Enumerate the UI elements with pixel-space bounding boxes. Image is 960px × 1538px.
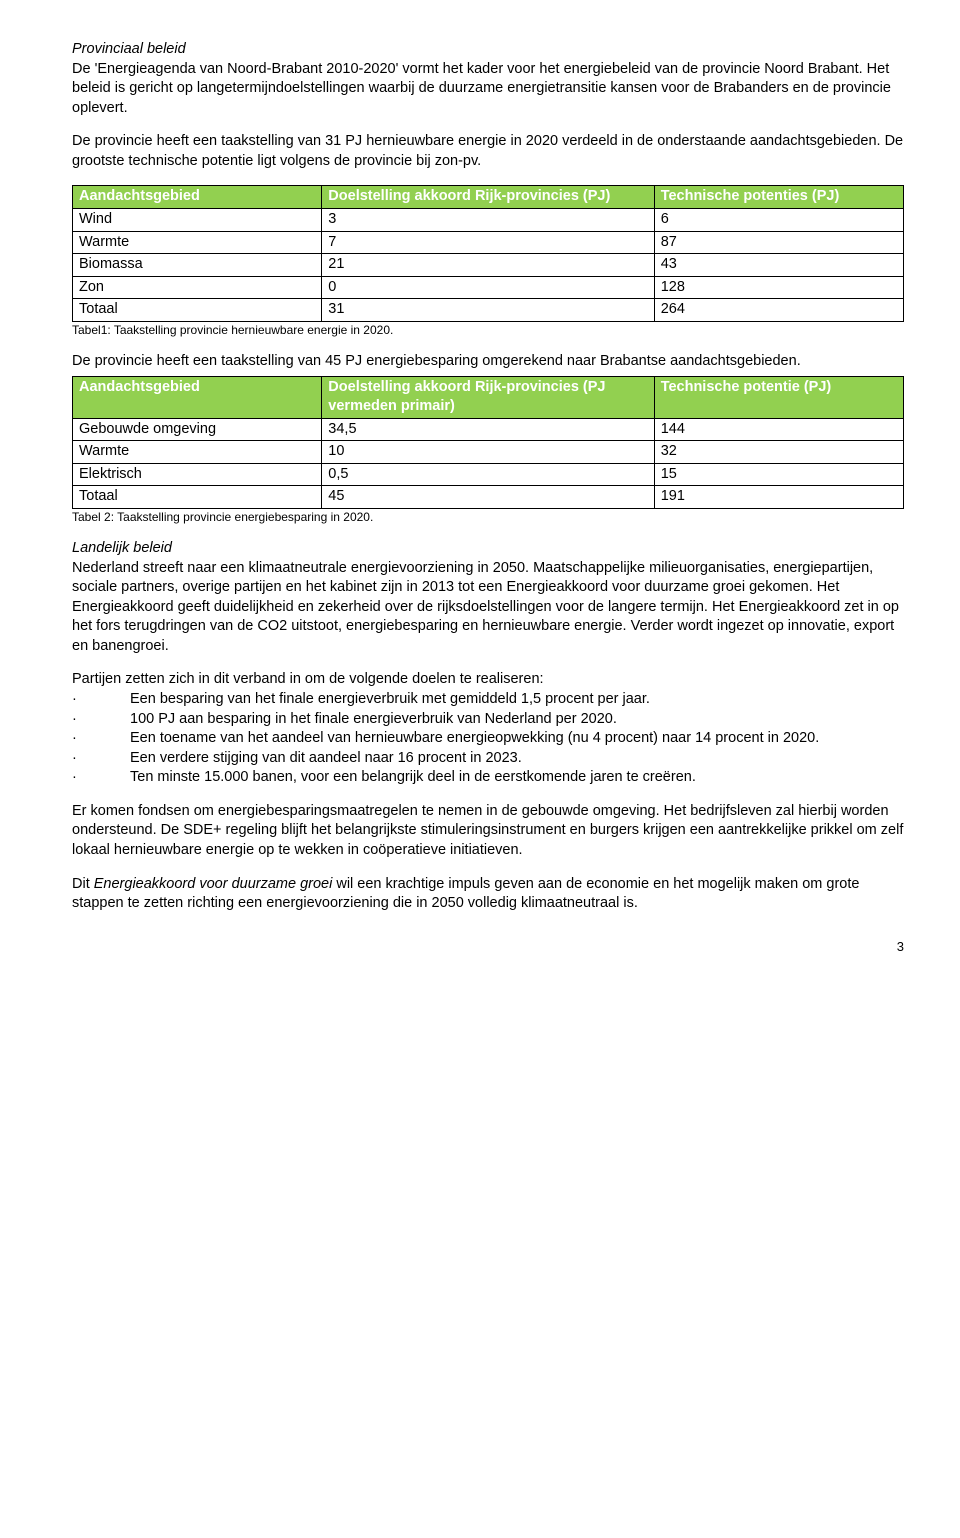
section1-heading: Provinciaal beleid: [72, 40, 904, 60]
section1-para2: De provincie heeft een taakstelling van …: [72, 132, 904, 171]
table-cell: Warmte: [73, 441, 322, 464]
table2-col-1: Doelstelling akkoord Rijk-provincies (PJ…: [322, 376, 654, 418]
section2-heading: Landelijk beleid: [72, 539, 904, 559]
table-row: Biomassa2143: [73, 254, 904, 277]
table-cell: Elektrisch: [73, 463, 322, 486]
table1-caption: Tabel1: Taakstelling provincie hernieuwb…: [72, 322, 904, 338]
table-row: Totaal31264: [73, 299, 904, 322]
table-cell: 0: [322, 276, 654, 299]
list-item: 100 PJ aan besparing in het finale energ…: [72, 710, 904, 730]
table-cell: Warmte: [73, 231, 322, 254]
table-cell: Wind: [73, 208, 322, 231]
list-item: Een verdere stijging van dit aandeel naa…: [72, 749, 904, 769]
table-cell: 43: [654, 254, 903, 277]
section1-para1: De 'Energieagenda van Noord-Brabant 2010…: [72, 60, 904, 119]
table-row: Totaal45191: [73, 486, 904, 509]
table-cell: 32: [654, 441, 903, 464]
table-cell: 264: [654, 299, 903, 322]
para4-italic: Energieakkoord voor duurzame groei: [94, 876, 333, 892]
table-cell: 15: [654, 463, 903, 486]
table1-col-2: Technische potenties (PJ): [654, 186, 903, 209]
section2-para4: Dit Energieakkoord voor duurzame groei w…: [72, 875, 904, 914]
table2-header-row: Aandachtsgebied Doelstelling akkoord Rij…: [73, 376, 904, 418]
table-cell: 144: [654, 418, 903, 441]
table-cell: 128: [654, 276, 903, 299]
table-cell: 34,5: [322, 418, 654, 441]
table-cell: 10: [322, 441, 654, 464]
section2-bullets-lead: Partijen zetten zich in dit verband in o…: [72, 670, 904, 690]
table-row: Wind36: [73, 208, 904, 231]
table-row: Gebouwde omgeving34,5144: [73, 418, 904, 441]
table1-col-0: Aandachtsgebied: [73, 186, 322, 209]
list-item: Een toename van het aandeel van hernieuw…: [72, 729, 904, 749]
table2-col-2: Technische potentie (PJ): [654, 376, 903, 418]
table-row: Warmte1032: [73, 441, 904, 464]
section2-para3: Er komen fondsen om energiebesparingsmaa…: [72, 802, 904, 861]
table-row: Warmte787: [73, 231, 904, 254]
table2-col-0: Aandachtsgebied: [73, 376, 322, 418]
list-item: Ten minste 15.000 banen, voor een belang…: [72, 768, 904, 788]
table-cell: Gebouwde omgeving: [73, 418, 322, 441]
table-cell: Biomassa: [73, 254, 322, 277]
list-item: Een besparing van het finale energieverb…: [72, 690, 904, 710]
table-cell: 3: [322, 208, 654, 231]
table-cell: 21: [322, 254, 654, 277]
table1-col-1: Doelstelling akkoord Rijk-provincies (PJ…: [322, 186, 654, 209]
table-cell: 0,5: [322, 463, 654, 486]
table-row: Zon0128: [73, 276, 904, 299]
page-number: 3: [72, 938, 904, 956]
table-cell: 191: [654, 486, 903, 509]
table2: Aandachtsgebied Doelstelling akkoord Rij…: [72, 376, 904, 509]
table-cell: Zon: [73, 276, 322, 299]
table-cell: 6: [654, 208, 903, 231]
table-row: Elektrisch0,515: [73, 463, 904, 486]
table1-body: Wind36Warmte787Biomassa2143Zon0128Totaal…: [73, 208, 904, 321]
para4-pre: Dit: [72, 876, 94, 892]
table2-body: Gebouwde omgeving34,5144Warmte1032Elektr…: [73, 418, 904, 508]
table-cell: 87: [654, 231, 903, 254]
table-cell: Totaal: [73, 486, 322, 509]
table2-caption: Tabel 2: Taakstelling provincie energieb…: [72, 509, 904, 525]
table2-intro: De provincie heeft een taakstelling van …: [72, 352, 904, 372]
table-cell: 7: [322, 231, 654, 254]
table-cell: 31: [322, 299, 654, 322]
table-cell: Totaal: [73, 299, 322, 322]
table-cell: 45: [322, 486, 654, 509]
table1-header-row: Aandachtsgebied Doelstelling akkoord Rij…: [73, 186, 904, 209]
section2-para1: Nederland streeft naar een klimaatneutra…: [72, 559, 904, 657]
section2-bullets: Een besparing van het finale energieverb…: [72, 690, 904, 788]
table1: Aandachtsgebied Doelstelling akkoord Rij…: [72, 185, 904, 321]
